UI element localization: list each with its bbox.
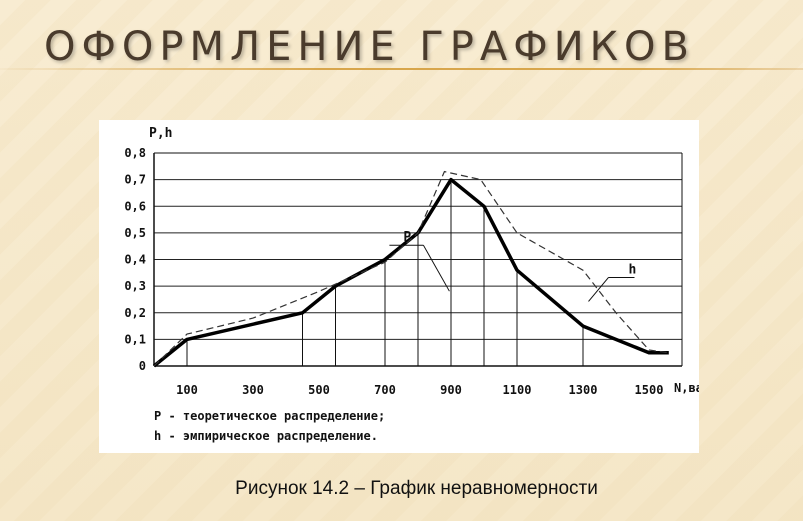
x-tick-label: 900	[440, 383, 462, 397]
series-line-h	[152, 177, 669, 368]
x-tick-label: 1300	[569, 383, 598, 397]
y-tick-label: 0,5	[124, 226, 146, 240]
line-chart: 0 0,1 0,2 0,3 0,4 0,5 0,6 0,7 0,8 100 300 500 700 900…	[124, 126, 699, 443]
y-tick-label: 0	[139, 359, 146, 373]
figure-caption: Рисунок 14.2 – График неравномерности	[235, 478, 598, 499]
annotation-label-h: h	[629, 262, 637, 277]
drop-lines	[186, 179, 584, 366]
x-tick-label: 500	[308, 383, 330, 397]
y-tick-label: 0,6	[124, 199, 146, 213]
y-tick-label: 0,3	[124, 279, 146, 293]
x-tick-label: 1100	[503, 383, 532, 397]
series-line-P	[153, 170, 669, 367]
annotations: Ph	[389, 230, 637, 302]
x-tick-label: 300	[242, 383, 264, 397]
y-tick-label: 0,7	[124, 173, 146, 187]
y-tick-label: 0,2	[124, 306, 146, 320]
y-tick-label: 0,4	[124, 253, 146, 267]
legend-entry: h - эмпирическое распределение.	[154, 429, 378, 443]
tick-labels: 0 0,1 0,2 0,3 0,4 0,5 0,6 0,7 0,8 100 300 500 700 900…	[124, 146, 663, 397]
title-underline	[0, 68, 803, 70]
figure-panel: 0 0,1 0,2 0,3 0,4 0,5 0,6 0,7 0,8 100 300 500 700 900…	[99, 120, 699, 453]
series-group	[152, 170, 669, 368]
x-tick-label: 1500	[635, 383, 664, 397]
x-axis-label: N,вaz	[674, 381, 699, 395]
annotation-leader-p	[422, 244, 450, 292]
annotation-leader-h	[588, 277, 609, 302]
slide-title: ОФОРМЛЕНИЕ ГРАФИКОВ	[44, 24, 695, 70]
x-tick-label: 700	[374, 383, 396, 397]
x-tick-label: 100	[176, 383, 198, 397]
annotation-label-p: P	[403, 230, 411, 245]
legend: P - теоретическое распределение; h - эмпи…	[154, 409, 385, 443]
y-tick-label: 0,8	[124, 146, 146, 160]
legend-entry: P - теоретическое распределение;	[154, 409, 385, 423]
y-axis-label: P,h	[149, 126, 172, 141]
y-tick-label: 0,1	[124, 332, 146, 346]
